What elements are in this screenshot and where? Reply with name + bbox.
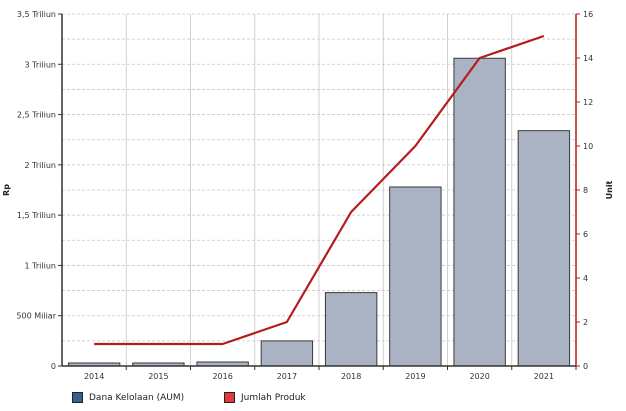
- y2-tick-label: 6: [583, 230, 588, 239]
- y-tick-label: 2,5 Triliun: [17, 111, 56, 120]
- bar-2021: [517, 130, 571, 367]
- y2-tick-label: 2: [583, 318, 588, 327]
- line-series: [94, 34, 545, 346]
- x-tick-label-2017: 2017: [277, 372, 297, 381]
- y2-tick-label: 16: [583, 10, 593, 19]
- legend-swatch-produk: [224, 392, 235, 403]
- legend-swatch-aum: [72, 392, 83, 403]
- legend-label-produk: Jumlah Produk: [241, 392, 306, 403]
- x-tick-label-2014: 2014: [84, 372, 104, 381]
- y2-tick-label: 4: [583, 274, 588, 283]
- line-jumlah-produk: [94, 34, 545, 346]
- bar-2018: [324, 292, 378, 367]
- y-tick-label: 1 Triliun: [25, 261, 56, 270]
- x-tick-label-2019: 2019: [405, 372, 425, 381]
- legend-label-aum: Dana Kelolaan (AUM): [89, 392, 185, 403]
- legend-item-produk: Jumlah Produk: [224, 392, 306, 403]
- x-tick-label-2021: 2021: [534, 372, 554, 381]
- x-tick-label-2016: 2016: [212, 372, 232, 381]
- y2-tick-label: 10: [583, 142, 593, 151]
- y-tick-label: 2 Triliun: [25, 161, 56, 170]
- axes: 0 500 Miliar 1 Triliun 1,5 Triliun 2 Triliun…: [16, 10, 593, 381]
- x-tick-label-2020: 2020: [469, 372, 489, 381]
- y-tick-label: 1,5 Triliun: [17, 211, 56, 220]
- y-tick-label: 500 Miliar: [16, 312, 56, 321]
- y-tick-label: 0: [51, 362, 56, 371]
- y-tick-label: 3 Triliun: [25, 60, 56, 69]
- legend-item-aum: Dana Kelolaan (AUM): [72, 392, 184, 403]
- legend: Dana Kelolaan (AUM) Jumlah Produk: [0, 392, 626, 408]
- y2-tick-label: 0: [583, 362, 588, 371]
- y2-tick-label: 12: [583, 98, 593, 107]
- bar-2019: [389, 186, 442, 367]
- y2-tick-label: 14: [583, 54, 593, 63]
- bar-2020: [453, 57, 506, 367]
- x-tick-label-2018: 2018: [341, 372, 361, 381]
- bar-series: [67, 57, 571, 367]
- y2-axis-title: Unit: [605, 180, 614, 199]
- bar-2017: [260, 340, 314, 367]
- x-tick-label-2015: 2015: [148, 372, 168, 381]
- y-axis-title: Rp: [2, 184, 11, 196]
- y-tick-label: 3,5 Triliun: [17, 10, 56, 19]
- y2-tick-label: 8: [583, 186, 588, 195]
